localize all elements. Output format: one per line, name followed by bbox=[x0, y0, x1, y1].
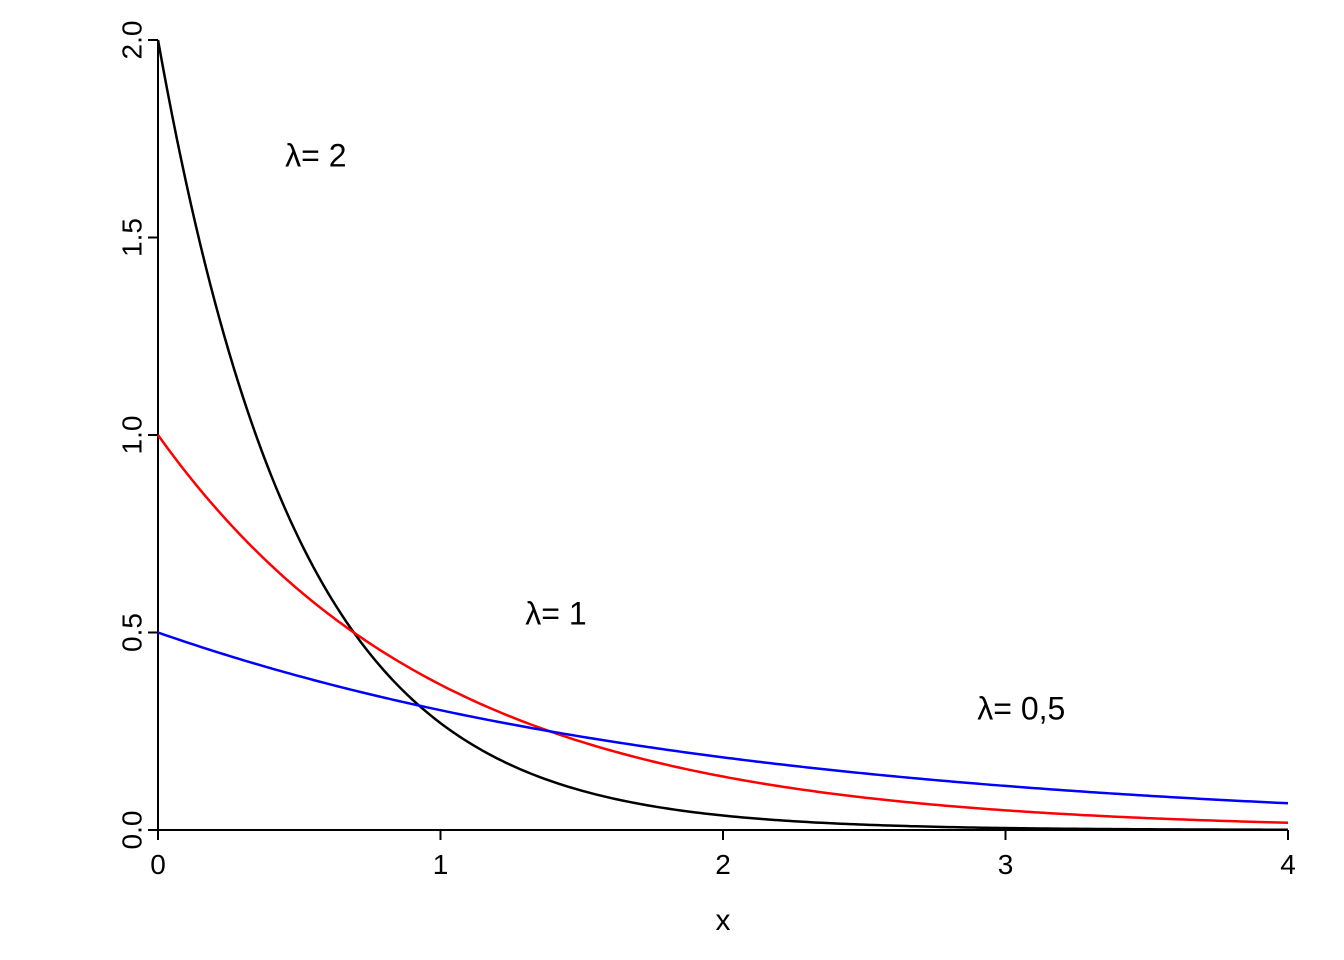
annotation-label: λ= 0,5 bbox=[977, 690, 1065, 726]
x-tick-label: 1 bbox=[433, 849, 449, 880]
x-tick-label: 2 bbox=[715, 849, 731, 880]
y-tick-label: 1.5 bbox=[116, 218, 147, 257]
x-tick-label: 4 bbox=[1280, 849, 1296, 880]
y-tick-label: 0.5 bbox=[116, 613, 147, 652]
y-tick-label: 0.0 bbox=[116, 811, 147, 850]
y-tick-label: 2.0 bbox=[116, 21, 147, 60]
annotation-label: λ= 1 bbox=[525, 596, 586, 632]
annotation-label: λ= 2 bbox=[285, 137, 346, 173]
x-tick-label: 3 bbox=[998, 849, 1014, 880]
x-tick-label: 0 bbox=[150, 849, 166, 880]
exponential-pdf-chart: 0 1 2 3 4 0.0 0.5 1.0 1.5 2.0 λ= 2 λ= 1 λ= 0,5 x bbox=[0, 0, 1344, 960]
x-axis-label: x bbox=[716, 904, 731, 937]
y-tick-label: 1.0 bbox=[116, 416, 147, 455]
chart-background bbox=[0, 0, 1344, 960]
